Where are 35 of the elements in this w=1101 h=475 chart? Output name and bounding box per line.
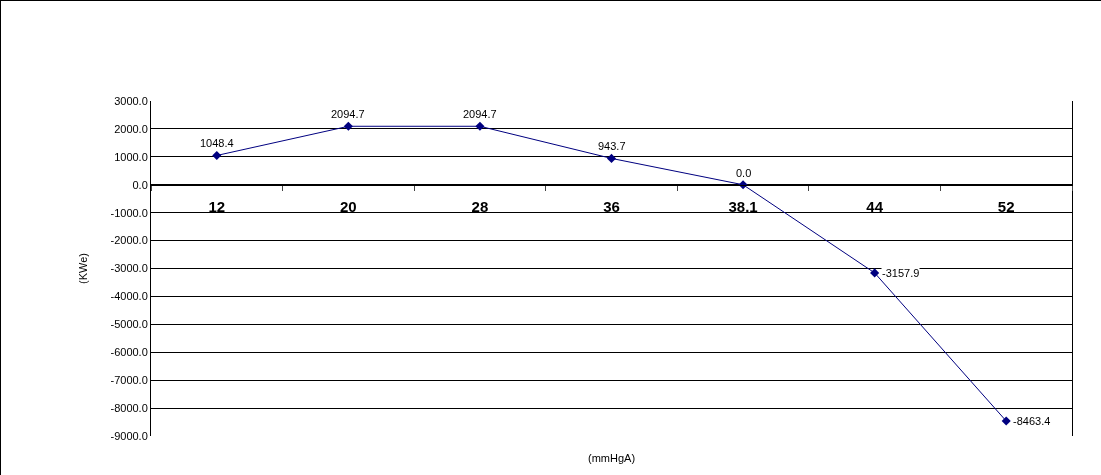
y-tick-label: -9000.0: [110, 429, 148, 442]
data-label: 2094.7: [463, 108, 497, 120]
y-tick-label: 1000.0: [114, 150, 148, 163]
y-axis-title: (KWe): [77, 253, 90, 284]
y-tick-label: -2000.0: [110, 234, 148, 247]
data-label: 2094.7: [331, 108, 365, 120]
point: [1001, 416, 1011, 426]
x-tick-label: 44: [866, 197, 884, 215]
y-tick-label: -3000.0: [110, 262, 148, 275]
point: [870, 268, 880, 278]
point: [212, 150, 222, 161]
data-label: 943.7: [598, 140, 626, 152]
y-tick-label: -6000.0: [110, 346, 148, 359]
x-tick-label: 52: [997, 197, 1015, 215]
x-axis-title: (mmHgA): [588, 452, 636, 464]
x-tick-label: 12: [208, 197, 226, 215]
data-label: 0.0: [736, 167, 752, 179]
point: [343, 121, 353, 131]
data-label: -8463.4: [1013, 415, 1051, 427]
y-tick-label: -8000.0: [110, 401, 148, 414]
y-tick-label: 3000.0: [114, 94, 148, 107]
data-label: -3157.9: [882, 267, 920, 279]
y-tick-label: -4000.0: [110, 290, 148, 303]
y-tick-label: -5000.0: [110, 318, 148, 331]
point: [606, 153, 617, 163]
y-tick-label: 2000.0: [114, 122, 148, 135]
y-tick-label: -1000.0: [110, 206, 148, 219]
point: [475, 121, 485, 131]
data-label: 1048.4: [200, 137, 234, 149]
x-tick-label: 36: [603, 197, 620, 215]
y-tick-label: 0.0: [132, 178, 148, 191]
y-tick-label: -7000.0: [110, 374, 148, 387]
x-tick-label: 28: [471, 197, 489, 215]
x-tick-label: 38.1: [728, 197, 758, 215]
x-tick-label: 20: [340, 197, 357, 215]
